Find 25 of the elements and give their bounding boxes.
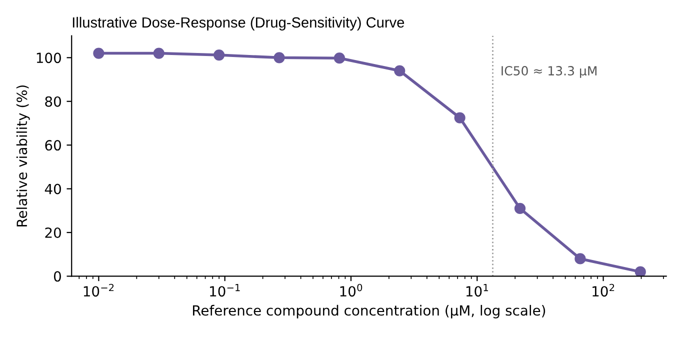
point xyxy=(274,52,285,64)
x-tick-label: 10$^{1}$ xyxy=(466,284,488,297)
x-axis-title: Reference compound concentration (µM, log scale) xyxy=(193,304,546,318)
x-tick-label: 10$^{−2}$ xyxy=(84,284,114,297)
point xyxy=(454,112,466,124)
point xyxy=(514,202,526,214)
y-tick-label: 100 xyxy=(36,52,61,64)
y-tick-label: 0 xyxy=(54,271,61,282)
x-tick-label: 10$^{0}$ xyxy=(340,284,362,297)
chart-title: Illustrative Dose-Response (Drug-Sensitivity) Curve xyxy=(72,16,404,30)
x-tick-label: 10$^{2}$ xyxy=(592,284,614,297)
y-tick-label: 20 xyxy=(45,227,61,238)
y-tick-label: 80 xyxy=(45,96,61,107)
point xyxy=(334,52,345,64)
point xyxy=(394,65,406,76)
point xyxy=(214,49,225,61)
point xyxy=(634,266,646,276)
point xyxy=(93,48,104,59)
point xyxy=(153,48,164,59)
x-tick-label: 10$^{−1}$ xyxy=(210,284,240,297)
y-tick-label: 40 xyxy=(44,184,61,194)
point xyxy=(574,253,586,264)
y-axis-title: Relative viability (%) xyxy=(16,85,30,226)
y-tick-label: 60 xyxy=(45,140,61,151)
ref-line-label: IC50 ≈ 13.3 µM xyxy=(502,66,596,78)
